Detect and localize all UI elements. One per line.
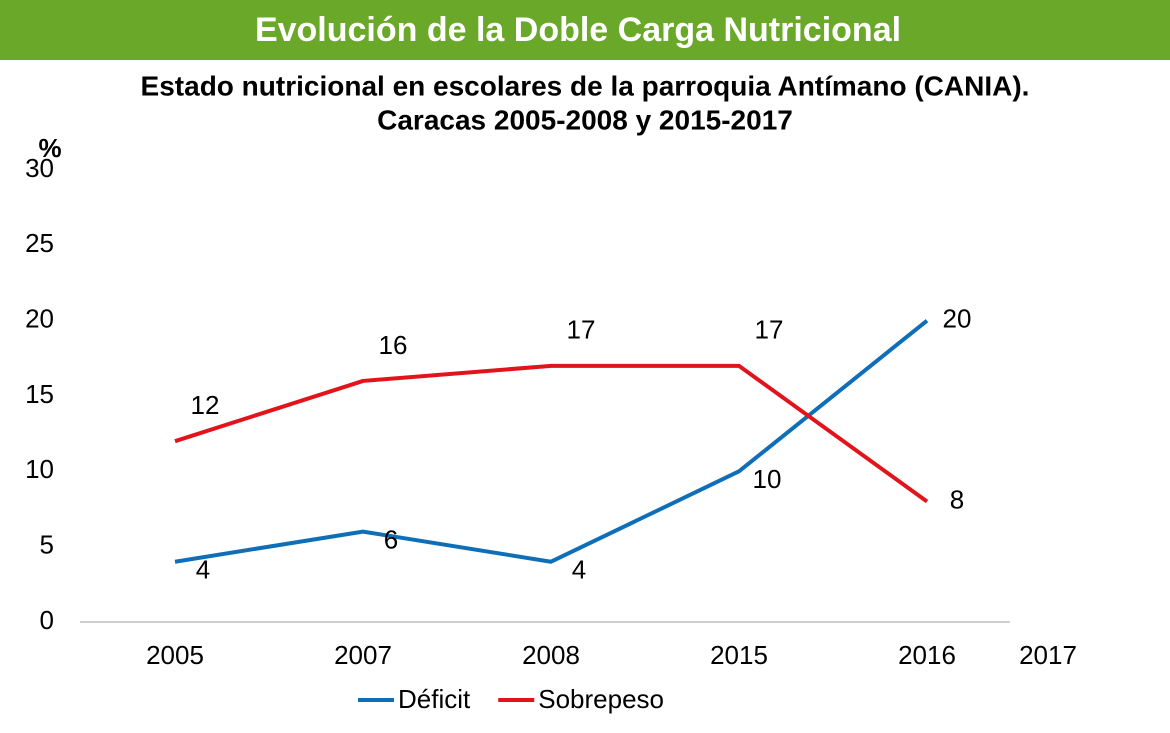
data-line xyxy=(174,363,929,504)
data-label: 4 xyxy=(196,555,210,585)
data-label: 10 xyxy=(753,464,782,494)
x-tick-label: 2005 xyxy=(146,640,204,670)
data-label: 6 xyxy=(384,524,398,554)
y-tick-label: 30 xyxy=(25,153,54,183)
data-label: 20 xyxy=(943,304,972,334)
data-label: 4 xyxy=(572,555,586,585)
chart-title: Caracas 2005-2008 y 2015-2017 xyxy=(377,104,793,135)
header-title: Evolución de la Doble Carga Nutricional xyxy=(255,11,901,49)
data-label: 17 xyxy=(567,315,596,345)
data-label: 12 xyxy=(191,390,220,420)
x-tick-label: 2016 xyxy=(898,640,956,670)
y-tick-label: 0 xyxy=(40,605,54,635)
y-tick-label: 25 xyxy=(25,228,54,258)
y-tick-label: 20 xyxy=(25,304,54,334)
chart-title: Estado nutricional en escolares de la pa… xyxy=(141,70,1030,101)
legend-label: Sobrepeso xyxy=(538,684,664,714)
x-tick-label: 2015 xyxy=(710,640,768,670)
y-tick-label: 15 xyxy=(25,379,54,409)
data-label: 16 xyxy=(379,330,408,360)
data-label: 17 xyxy=(755,315,784,345)
x-tick-label: 2017 xyxy=(1019,640,1077,670)
y-tick-label: 5 xyxy=(40,530,54,560)
y-tick-label: 10 xyxy=(25,454,54,484)
data-line xyxy=(174,319,929,564)
header-banner xyxy=(0,0,1170,60)
x-tick-label: 2007 xyxy=(334,640,392,670)
legend-label: Déficit xyxy=(398,684,471,714)
y-axis-label: % xyxy=(38,133,61,163)
data-label: 8 xyxy=(950,484,964,514)
x-tick-label: 2008 xyxy=(522,640,580,670)
